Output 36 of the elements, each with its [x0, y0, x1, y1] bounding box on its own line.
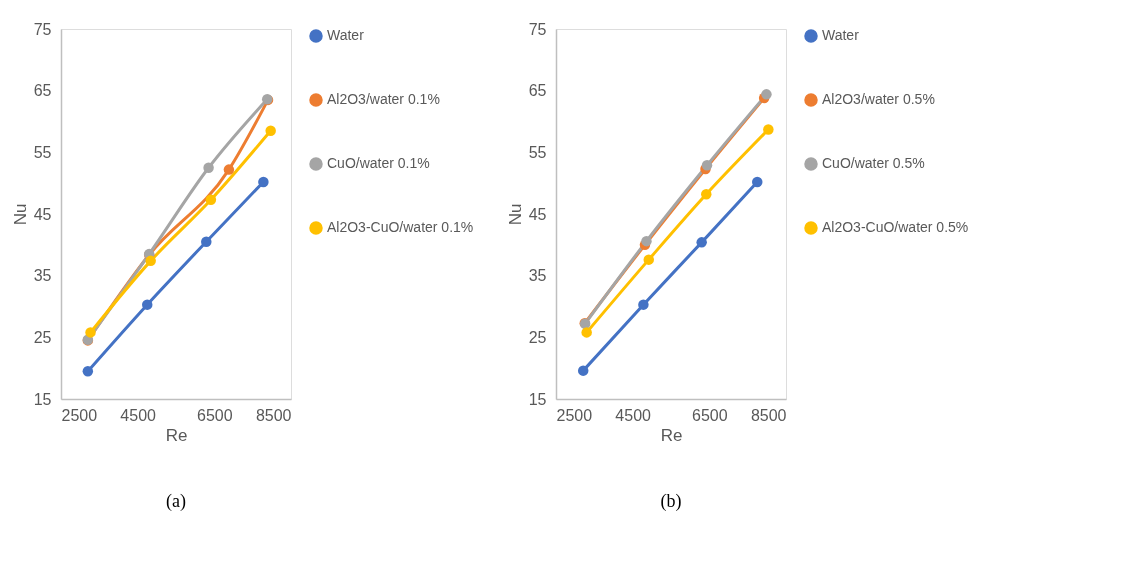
y-tick-label: 75 [528, 20, 547, 38]
y-axis-title: Nu [10, 203, 30, 226]
x-tick-label: 4500 [615, 406, 652, 424]
x-tick-label: 2500 [556, 406, 593, 424]
x-tick-label: 6500 [692, 406, 728, 424]
x-tick-label: 8500 [750, 406, 787, 424]
legend-label: Water [822, 27, 860, 43]
y-tick-label: 45 [33, 205, 52, 223]
text: (b) [660, 491, 682, 512]
x-axis-title: Re [660, 425, 683, 445]
y-tick-label: 65 [33, 82, 52, 100]
y-tick-label: 45 [528, 205, 547, 223]
x-tick-label: 6500 [197, 406, 233, 424]
y-tick-label: 15 [528, 390, 547, 408]
y-tick-label: 35 [528, 267, 547, 285]
y-tick-label: 65 [528, 82, 547, 100]
x-tick-label: 4500 [120, 406, 157, 424]
y-tick-label: 75 [33, 20, 52, 38]
legend-label: CuO/water 0.5% [822, 155, 925, 171]
legend-label: Al2O3-CuO/water 0.5% [822, 219, 969, 235]
legend-label: Al2O3/water 0.5% [822, 91, 935, 107]
x-axis-title: Re [165, 425, 188, 445]
legend-label: Al2O3/water 0.1% [327, 91, 440, 107]
x-tick-label: 2500 [61, 406, 98, 424]
y-tick-label: 25 [33, 328, 52, 346]
x-tick-label: 8500 [255, 406, 292, 424]
y-tick-label: 25 [528, 328, 547, 346]
y-tick-label: 15 [33, 390, 52, 408]
y-tick-label: 55 [33, 143, 52, 161]
legend-label: Water [327, 27, 365, 43]
text: (a) [166, 491, 186, 512]
legend-label: Al2O3-CuO/water 0.1% [327, 219, 474, 235]
y-tick-label: 55 [528, 143, 547, 161]
y-tick-label: 35 [33, 267, 52, 285]
y-axis-title: Nu [505, 203, 525, 226]
legend-label: CuO/water 0.1% [327, 155, 430, 171]
